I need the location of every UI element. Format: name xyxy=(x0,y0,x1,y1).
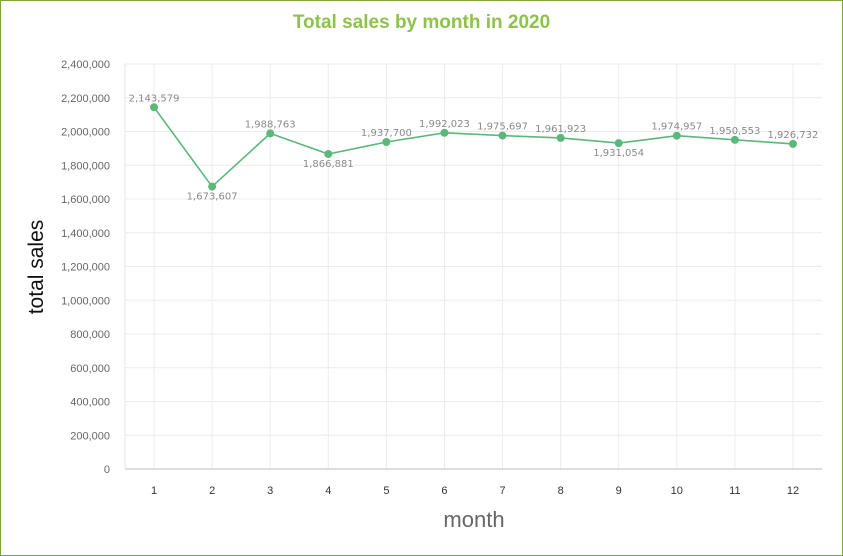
data-labels: 2,143,579 1,673,607 1,988,763 1,866,881 1,93… xyxy=(129,93,819,202)
data-point xyxy=(672,131,681,140)
data-label: 1,926,732 xyxy=(768,130,819,141)
data-point xyxy=(730,135,739,144)
y-axis-title: total sales xyxy=(25,220,48,315)
x-tick-label: 7 xyxy=(499,485,505,497)
y-tick-label: 0 xyxy=(104,464,110,476)
y-tick-label: 2,000,000 xyxy=(61,127,110,139)
y-tick-label: 1,400,000 xyxy=(61,228,110,240)
data-label: 1,866,881 xyxy=(303,159,354,170)
y-tick-label: 800,000 xyxy=(70,329,110,341)
data-point xyxy=(614,139,623,148)
x-tick-label: 10 xyxy=(671,485,683,497)
y-tick-label: 1,600,000 xyxy=(61,194,110,206)
x-tick-label: 2 xyxy=(209,485,215,497)
data-label: 1,673,607 xyxy=(187,192,238,203)
x-tick-label: 6 xyxy=(441,485,447,497)
y-tick-label: 200,000 xyxy=(70,430,110,442)
y-tick-label: 1,200,000 xyxy=(61,262,110,274)
data-label: 1,975,697 xyxy=(477,122,528,133)
data-point xyxy=(382,138,391,147)
data-point xyxy=(440,128,449,137)
x-tick-label: 4 xyxy=(325,485,331,497)
data-point xyxy=(498,131,507,140)
data-point xyxy=(266,129,275,138)
y-tick-labels: 0 200,000 400,000 600,000 800,000 1,000,000 1,… xyxy=(61,59,110,476)
data-point xyxy=(788,139,797,148)
y-tick-label: 400,000 xyxy=(70,397,110,409)
x-tick-label: 1 xyxy=(151,485,157,497)
grid-lines xyxy=(125,63,822,469)
data-label: 1,988,763 xyxy=(245,119,296,130)
data-label: 1,992,023 xyxy=(419,119,470,130)
data-label: 1,974,957 xyxy=(651,122,702,133)
chart-title: Total sales by month in 2020 xyxy=(292,12,551,33)
x-tick-label: 12 xyxy=(787,485,799,497)
data-label: 1,931,054 xyxy=(593,148,644,159)
series-line xyxy=(153,106,794,188)
data-point xyxy=(324,149,333,158)
x-tick-label: 3 xyxy=(267,485,273,497)
x-tick-labels: 1 2 3 4 5 6 7 8 9 10 11 12 xyxy=(151,485,799,497)
y-tick-label: 600,000 xyxy=(70,363,110,375)
y-tick-label: 2,400,000 xyxy=(61,59,110,71)
data-point xyxy=(150,103,159,112)
x-tick-label: 9 xyxy=(616,485,622,497)
data-label: 1,950,553 xyxy=(709,126,760,137)
data-point xyxy=(208,182,217,191)
data-label: 1,937,700 xyxy=(361,128,412,139)
data-label: 1,961,923 xyxy=(535,124,586,135)
series-total-sales xyxy=(150,103,797,191)
y-tick-label: 1,800,000 xyxy=(61,160,110,172)
y-tick-label: 1,000,000 xyxy=(61,295,110,307)
x-tick-label: 8 xyxy=(558,485,564,497)
x-tick-label: 11 xyxy=(729,485,740,497)
x-axis-title: month xyxy=(443,507,504,532)
data-point xyxy=(556,133,565,142)
axes xyxy=(124,64,822,470)
data-label: 2,143,579 xyxy=(129,93,180,104)
y-tick-label: 2,200,000 xyxy=(61,93,110,105)
x-tick-label: 5 xyxy=(383,485,389,497)
